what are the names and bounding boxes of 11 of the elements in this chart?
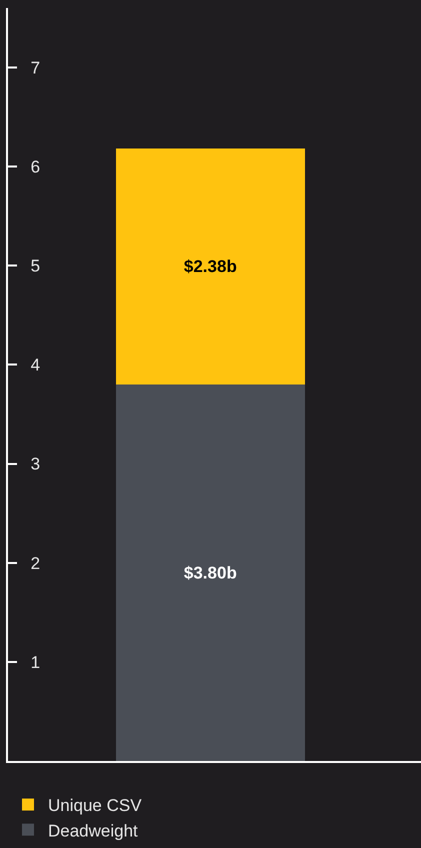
legend-label: Deadweight [48, 821, 138, 840]
y-tick-label: 4 [30, 356, 40, 375]
data-label: $2.38b [184, 257, 237, 276]
y-tick-label: 6 [30, 157, 40, 176]
data-label: $3.80b [184, 563, 237, 582]
legend-label: Unique CSV [48, 796, 142, 816]
y-tick-label: 2 [30, 554, 40, 573]
y-tick-label: 5 [30, 256, 40, 276]
y-tick-label: 3 [30, 454, 40, 474]
y-tick-label: 7 [30, 58, 40, 78]
y-tick-label: 1 [30, 652, 40, 672]
